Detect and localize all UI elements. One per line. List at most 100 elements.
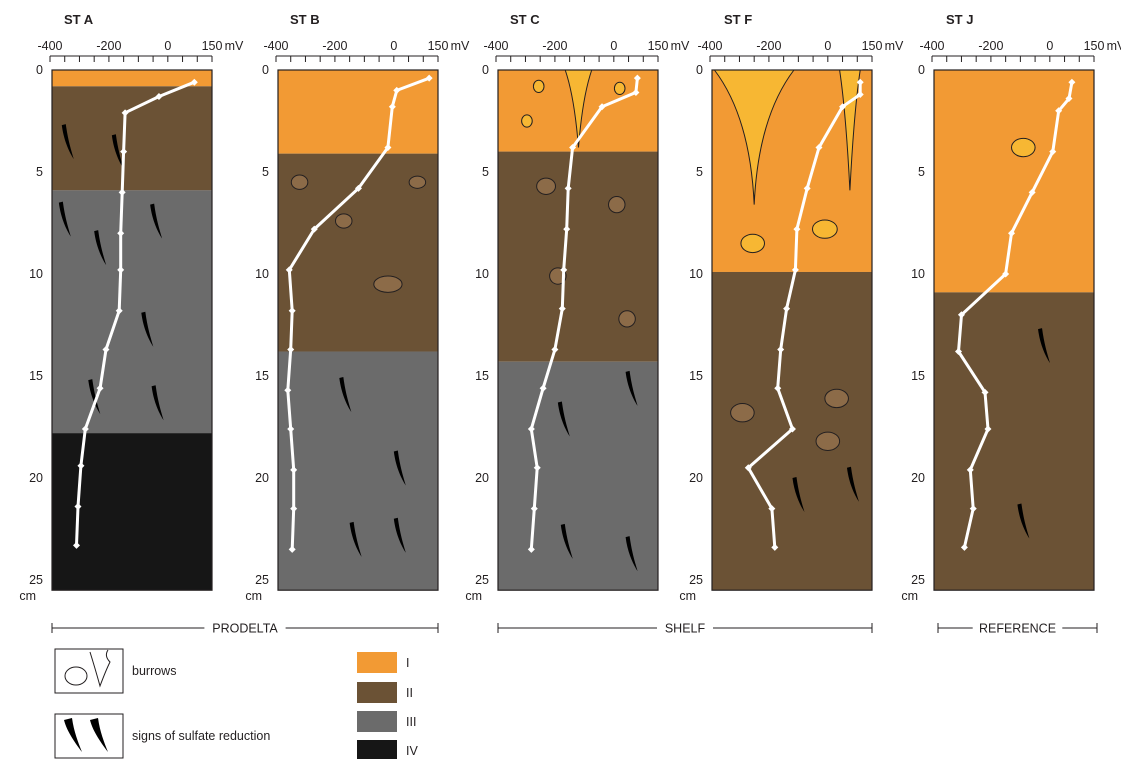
depth-unit-label: cm [465, 589, 482, 603]
burrow [812, 219, 838, 239]
depth-tick-label: 20 [475, 471, 489, 485]
redox-point [393, 86, 401, 94]
redox-point [115, 307, 123, 315]
depth-unit-label: cm [245, 589, 262, 603]
station-panel: ST F-400 -200 0 150 mV 0 5 10 15 20 25 cm [679, 12, 904, 603]
station-panel: ST A-400 -200 0 150 mV 0 5 10 15 20 25 cm [19, 12, 244, 603]
redox-point [1065, 95, 1073, 103]
redox-point [118, 188, 126, 196]
depth-tick-label: 0 [918, 63, 925, 77]
burrow [334, 213, 353, 229]
x-tick-label: -400 [263, 39, 288, 53]
sulfate-reduction-mark [61, 124, 74, 160]
x-unit-label: mV [671, 39, 690, 53]
sulfate-reduction-mark [846, 466, 859, 502]
zone-ii-band [52, 86, 212, 191]
x-tick-label: 0 [164, 39, 171, 53]
burrow [824, 388, 849, 409]
group-bracket: REFERENCE [937, 622, 1098, 636]
redox-point [563, 225, 571, 233]
depth-tick-label: 20 [689, 471, 703, 485]
depth-tick-label: 10 [689, 267, 703, 281]
redox-point [960, 543, 968, 551]
x-tick-label: 0 [824, 39, 831, 53]
station-title: ST J [946, 12, 973, 27]
zone-ii-band [934, 292, 1094, 591]
burrow [730, 403, 755, 423]
depth-tick-label: 0 [696, 63, 703, 77]
core-frame [497, 69, 659, 591]
redox-point [190, 78, 198, 86]
redox-point [288, 545, 296, 553]
burrow [1011, 137, 1036, 158]
redox-point [117, 266, 125, 274]
burrow [521, 114, 533, 128]
redox-point [121, 109, 129, 117]
redox-point [981, 388, 989, 396]
redox-point [969, 505, 977, 513]
x-tick-label: -200 [96, 39, 121, 53]
depth-tick-label: 5 [696, 165, 703, 179]
sulfate-reduction-mark [625, 536, 638, 572]
depth-tick-label: 20 [255, 471, 269, 485]
redox-point [768, 505, 776, 513]
redox-point [791, 266, 799, 274]
x-tick-label: -200 [322, 39, 347, 53]
group-bracket: SHELF [497, 622, 873, 636]
sulfate-reduction-mark [339, 377, 352, 413]
burrow [532, 79, 545, 93]
redox-point [955, 348, 963, 356]
legend-sulfate-mark [90, 718, 108, 752]
station-panel: ST C-400 -200 0 150 mV 0 5 10 15 20 25 cm [465, 12, 690, 603]
legend-burrow-funnel [89, 649, 111, 688]
redox-point [77, 462, 85, 470]
redox-point [744, 464, 752, 472]
depth-tick-label: 25 [475, 573, 489, 587]
redox-point [290, 466, 298, 474]
redox-point [966, 466, 974, 474]
sulfate-reduction-mark [58, 201, 71, 237]
redox-point [120, 148, 128, 156]
x-tick-label: 150 [862, 39, 883, 53]
depth-tick-label: 5 [918, 165, 925, 179]
sulfate-reduction-mark [150, 203, 163, 239]
x-tick-label: -200 [978, 39, 1003, 53]
redox-point [984, 425, 992, 433]
depth-tick-label: 0 [36, 63, 43, 77]
legend-zone-swatch [357, 652, 397, 673]
x-tick-label: -400 [37, 39, 62, 53]
x-tick-label: -400 [697, 39, 722, 53]
zone-iv-band [52, 433, 212, 591]
sulfate-reduction-mark [792, 477, 805, 512]
redox-point [957, 311, 965, 319]
depth-tick-label: 20 [29, 471, 43, 485]
redox-point [285, 266, 293, 274]
redox-point [783, 305, 791, 313]
burrow [608, 195, 626, 214]
redox-point [774, 384, 782, 392]
zone-iii-band [52, 190, 212, 434]
group-brackets: PRODELTA SHELF REFERENCE [51, 622, 1098, 636]
burrow [740, 233, 765, 254]
depth-tick-label: 15 [255, 369, 269, 383]
sulfate-reduction-mark [625, 370, 638, 406]
redox-point [384, 144, 392, 152]
sulfate-reduction-mark [560, 523, 573, 559]
legend-sulfate-label: signs of sulfate reduction [132, 729, 270, 743]
redox-point [1028, 188, 1036, 196]
core-frame [933, 69, 1095, 591]
redox-point [310, 225, 318, 233]
redox-point [287, 345, 295, 353]
x-tick-label: 0 [1046, 39, 1053, 53]
legend-zone-label: I [406, 656, 409, 670]
redox-point [598, 103, 606, 111]
x-unit-label: mV [885, 39, 904, 53]
legend-burrows-symbol [54, 648, 124, 694]
depth-unit-label: cm [679, 589, 696, 603]
x-tick-label: -200 [542, 39, 567, 53]
redox-point [560, 266, 568, 274]
x-tick-label: 0 [390, 39, 397, 53]
legend-zone-label: IV [406, 744, 418, 758]
burrow [290, 174, 309, 190]
